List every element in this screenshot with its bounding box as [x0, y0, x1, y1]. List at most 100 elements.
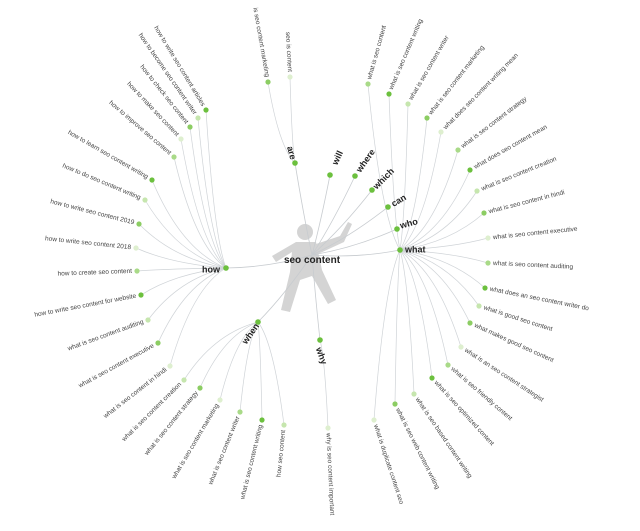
leaf-link	[219, 321, 259, 401]
leaf-link	[205, 109, 227, 269]
leaf-link	[399, 131, 442, 251]
branch-link	[311, 249, 401, 257]
branch-dot	[397, 247, 403, 253]
leaf-dot	[467, 167, 473, 173]
leaf-dot	[167, 363, 173, 369]
leaf-dot	[474, 188, 480, 194]
leaf-link	[373, 249, 401, 421]
leaf-link	[367, 83, 401, 251]
leaf-dot	[259, 417, 265, 423]
leaf-label: what is seo content writing	[239, 424, 264, 501]
leaf-link	[289, 76, 296, 164]
leaf-dot	[481, 210, 487, 216]
leaf-dot	[386, 91, 392, 97]
leaf-dot	[237, 409, 243, 415]
leaf-dot	[142, 197, 148, 203]
leaf-dot	[133, 245, 139, 251]
branch-label: what	[404, 244, 426, 254]
leaf-link	[399, 169, 471, 251]
leaf-label: how to improve seo content	[107, 100, 172, 157]
leaf-dot	[392, 401, 398, 407]
branch-dot	[292, 160, 298, 166]
leaf-link	[399, 249, 449, 366]
branch-link	[225, 254, 313, 269]
leaf-dot	[455, 147, 461, 153]
leaf-dot	[138, 292, 144, 298]
leaf-link	[138, 223, 227, 269]
person-silhouette	[272, 222, 352, 312]
leaf-link	[140, 267, 227, 296]
leaf-label: what does seo content writing mean	[441, 52, 520, 132]
branch-link	[311, 189, 373, 256]
leaf-label: what is seo content executive	[492, 226, 579, 242]
leaf-label: how to write seo content 2019	[50, 198, 136, 226]
leaf-dot	[149, 177, 155, 183]
branch-label: why	[314, 345, 330, 366]
leaf-label: is seo content marketing	[251, 7, 270, 78]
leaf-label: what is seo content writer	[207, 415, 242, 487]
leaf-link	[257, 321, 285, 426]
branch-label: where	[353, 147, 377, 175]
leaf-link	[399, 249, 486, 289]
leaf-dot	[145, 317, 151, 323]
leaf-dot	[458, 344, 464, 350]
leaf-label: what does an seo content writer do	[488, 286, 590, 313]
leaf-link	[394, 249, 401, 405]
branch-dot	[255, 319, 261, 325]
leaf-dot	[287, 74, 293, 80]
branch-dot	[317, 337, 323, 343]
leaf-dot	[195, 115, 201, 121]
leaf-link	[399, 249, 471, 324]
leaf-dot	[438, 129, 444, 135]
branch-label: are	[285, 145, 298, 161]
leaf-link	[180, 138, 227, 269]
leaf-dot	[171, 154, 177, 160]
leaf-dot	[136, 221, 142, 227]
leaf-link	[399, 249, 462, 348]
leaf-link	[197, 117, 227, 269]
leaf-link	[388, 93, 401, 251]
branch-link	[257, 254, 313, 323]
links	[135, 76, 489, 429]
leaf-label: what is seo content	[366, 25, 388, 82]
branch-link	[311, 228, 398, 256]
leaf-link	[399, 249, 480, 307]
branch-dot	[327, 172, 333, 178]
leaf-label: how seo content	[276, 429, 288, 477]
leaf-link	[399, 103, 409, 251]
branch-label: which	[370, 166, 396, 192]
branch-dot	[394, 226, 400, 232]
leaf-dot	[485, 260, 491, 266]
leaf-dot	[281, 422, 287, 428]
leaf-link	[399, 237, 489, 251]
leaf-link	[239, 321, 259, 413]
leaf-label: what is duplicate content seo	[372, 423, 405, 506]
branch-label: can	[389, 192, 407, 208]
leaf-dot	[187, 124, 193, 130]
leaf-dot	[265, 79, 271, 85]
leaf-dot	[411, 391, 417, 397]
leaf-label: what is seo content in hindi	[487, 189, 565, 215]
branch-dot	[352, 173, 358, 179]
leaf-dot	[482, 285, 488, 291]
leaf-dot	[203, 107, 209, 113]
center-label: seo content	[284, 255, 341, 266]
leaf-link	[399, 190, 478, 251]
branch-link	[311, 174, 331, 256]
leaf-dot	[467, 320, 473, 326]
leaf-label: what is seo content auditing	[66, 318, 145, 352]
leaf-dot	[371, 417, 377, 423]
leaf-link	[399, 117, 428, 251]
branch-label: who	[398, 216, 419, 231]
leaf-link	[136, 267, 227, 272]
leaf-link	[399, 249, 433, 379]
leaf-dot	[365, 81, 371, 87]
leaf-dot	[325, 425, 331, 431]
leaf-dot	[181, 377, 187, 383]
leaf-dot	[134, 268, 140, 274]
leaf-label: how to write seo content for website	[34, 293, 137, 319]
leaf-dot	[197, 385, 203, 391]
leaf-link	[399, 149, 459, 251]
leaf-link	[173, 156, 227, 269]
